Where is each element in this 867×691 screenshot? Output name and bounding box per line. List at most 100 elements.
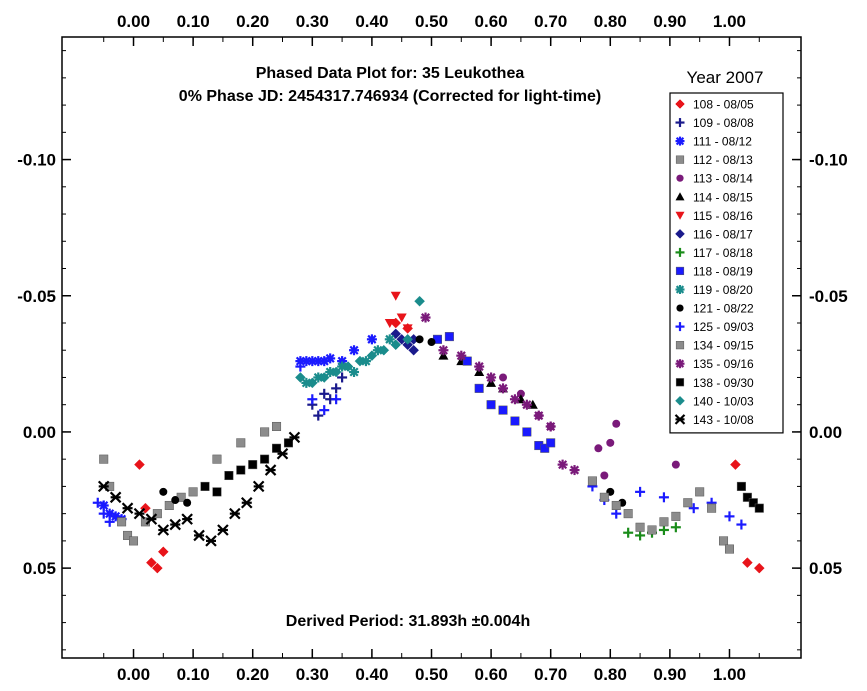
data-points xyxy=(92,291,765,574)
data-point xyxy=(92,497,103,508)
legend: 108 - 08/05 109 - 08/08 111 - 08/12 112 - 0… xyxy=(669,92,784,434)
legend-entry: 113 - 08/14 xyxy=(693,172,753,186)
data-point xyxy=(318,372,330,383)
data-point xyxy=(736,481,746,491)
data-point xyxy=(104,516,115,527)
data-point xyxy=(157,546,169,558)
data-point xyxy=(742,557,753,569)
data-point xyxy=(240,496,253,509)
data-point xyxy=(260,427,270,437)
legend-entry: 115 - 08/16 xyxy=(693,209,753,223)
data-point xyxy=(236,465,246,475)
data-point xyxy=(635,486,646,497)
data-point xyxy=(396,313,407,323)
y-tick-label-left: -0.05 xyxy=(17,287,56,306)
data-point xyxy=(438,345,449,356)
x-tick-label-bottom: 0.50 xyxy=(415,665,448,684)
legend-marker xyxy=(675,192,685,201)
data-point xyxy=(252,480,265,493)
data-point xyxy=(295,361,306,372)
data-point xyxy=(140,502,151,514)
data-point xyxy=(730,459,741,470)
x-tick-label-bottom: 0.80 xyxy=(594,665,627,684)
legend-title: Year 2007 xyxy=(687,68,764,87)
data-point xyxy=(342,361,354,372)
data-point xyxy=(307,394,318,405)
y-tick-label-left: 0.00 xyxy=(23,423,56,442)
data-point xyxy=(313,410,324,421)
data-point xyxy=(212,454,222,464)
data-point xyxy=(671,460,680,469)
data-point xyxy=(600,471,609,480)
x-tick-label-bottom: 0.30 xyxy=(296,665,329,684)
data-point xyxy=(354,355,366,367)
data-point xyxy=(647,525,657,535)
legend-entry: 111 - 08/12 xyxy=(693,135,752,149)
data-point xyxy=(98,500,109,511)
x-tick-label-top: 0.60 xyxy=(475,12,508,31)
data-point xyxy=(306,377,318,389)
x-tick-label-bottom: 0.20 xyxy=(236,665,269,684)
data-point xyxy=(754,503,764,513)
x-tick-label-bottom: 0.10 xyxy=(177,665,210,684)
data-point xyxy=(260,454,270,464)
data-point xyxy=(99,454,109,464)
data-point xyxy=(612,419,621,428)
data-point xyxy=(193,529,205,542)
data-point xyxy=(486,372,497,383)
legend-entry: 140 - 10/03 xyxy=(693,394,754,408)
data-point xyxy=(121,502,134,514)
x-tick-label-bottom: 0.90 xyxy=(653,665,686,684)
data-point xyxy=(510,416,520,426)
data-point xyxy=(276,447,289,460)
data-point xyxy=(486,400,496,410)
data-point xyxy=(695,487,705,497)
data-point xyxy=(670,522,681,533)
data-point xyxy=(325,353,336,364)
legend-marker xyxy=(675,118,685,128)
data-point xyxy=(546,438,556,448)
data-point xyxy=(205,535,217,547)
data-point xyxy=(724,544,734,554)
legend-marker xyxy=(675,266,685,276)
data-point xyxy=(301,377,312,388)
legend-box xyxy=(669,92,784,434)
data-point xyxy=(599,492,609,502)
data-point xyxy=(319,356,330,367)
data-point xyxy=(319,405,330,416)
data-point xyxy=(264,464,277,476)
data-point xyxy=(236,438,246,448)
data-point xyxy=(688,503,699,514)
y-tick-label-right: -0.10 xyxy=(809,151,848,170)
legend-entry: 116 - 08/17 xyxy=(693,227,753,241)
data-point xyxy=(420,312,431,323)
data-point xyxy=(283,438,293,448)
data-point xyxy=(337,372,348,383)
legend-marker xyxy=(675,155,685,164)
legend-marker xyxy=(675,378,685,387)
data-point xyxy=(164,500,174,510)
y-tick-label-left: -0.10 xyxy=(17,151,56,170)
data-point xyxy=(545,421,556,432)
legend-marker xyxy=(675,395,685,406)
x-tick-label-top: 0.20 xyxy=(236,12,269,31)
data-point xyxy=(522,427,532,437)
data-point xyxy=(724,511,735,522)
data-point xyxy=(635,530,646,541)
data-point xyxy=(509,394,520,405)
x-tick-label-top: 1.00 xyxy=(713,12,746,31)
data-point xyxy=(707,503,717,513)
data-point xyxy=(658,492,669,503)
data-point xyxy=(319,388,330,399)
data-point xyxy=(366,350,378,362)
y-tick-label-right: 0.05 xyxy=(809,559,842,578)
data-point xyxy=(117,517,127,527)
data-point xyxy=(349,367,360,378)
legend-entry: 119 - 08/20 xyxy=(693,283,753,297)
x-tick-label-top: 0.30 xyxy=(296,12,329,31)
legend-marker xyxy=(675,359,685,369)
data-point xyxy=(623,509,633,519)
legend-entry: 109 - 08/08 xyxy=(693,116,754,130)
data-point xyxy=(474,383,484,393)
data-point xyxy=(594,444,603,453)
